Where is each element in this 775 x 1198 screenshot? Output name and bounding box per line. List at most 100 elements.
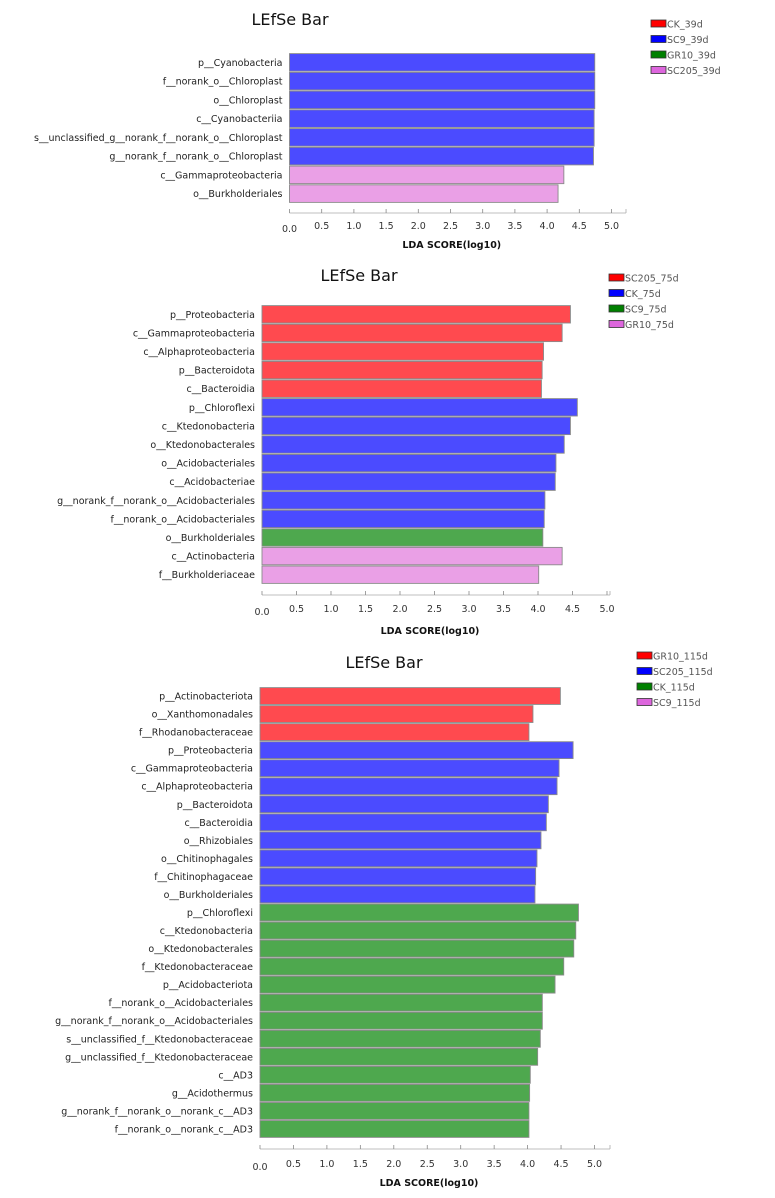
bar-label: c__AD3 [218,1070,253,1081]
bar [261,416,571,436]
bar [259,903,579,922]
x-tick-label: 1.0 [319,1159,334,1170]
bar-label: f__norank_o__Chloroplast [163,77,283,88]
bar-label: g__norank_f__norank_o__Chloroplast [109,152,282,163]
bar [259,885,536,904]
x-tick-label: 3.0 [453,1159,468,1170]
x-tick-label: 5.0 [599,604,614,615]
bar [261,528,544,547]
bar-label: o__Rhizobiales [184,836,253,847]
bar [259,849,538,868]
legend-label: CK_39d [667,20,703,31]
legend-label: GR10_75d [625,320,674,331]
bar [261,323,563,343]
x-tick-label: 2.0 [386,1159,401,1170]
bar-label: p__Proteobacteria [168,746,253,757]
legend-swatch [636,698,653,706]
x-tick-label: 0.0 [282,224,297,235]
legend-label: SC205_39d [667,66,721,77]
bar [261,453,557,473]
bar [289,90,596,110]
legend-swatch [608,273,625,282]
bar-label: o__Burkholderiales [164,890,253,901]
bar [289,53,596,72]
legend-swatch [636,667,653,675]
bar-label: o__Chitinophagales [161,854,253,865]
bar [261,360,543,380]
bar-label: p__Actinobacteriota [159,692,253,703]
chart-title: LEfSe Bar [251,10,329,29]
bar [259,957,565,976]
x-tick-label: 2.5 [443,221,458,232]
bar-label: o__Acidobacteriales [161,459,255,470]
x-tick-label: 1.5 [379,221,394,232]
x-tick-label: 2.0 [411,221,426,232]
bar [259,687,561,705]
x-axis-label: LDA SCORE(log10) [380,1178,479,1189]
x-tick-label: 3.0 [475,221,490,232]
bar-label: f__norank_o__Acidobacteriales [109,998,254,1009]
bar [259,975,556,994]
bar [259,813,547,832]
x-tick-label: 2.0 [392,604,407,615]
legend-swatch [608,304,625,313]
x-tick-label: 2.5 [420,1159,435,1170]
bar [259,1065,531,1084]
bar [259,939,575,958]
bar [289,71,596,91]
bar-label: g__norank_f__norank_o__Acidobacteriales [57,496,255,507]
bar-label: c__Alphaproteobacteria [143,347,255,358]
x-tick-label: 0.0 [252,1162,267,1173]
legend-swatch [650,66,667,74]
x-tick-label: 3.5 [496,604,511,615]
bar-label: f__Rhodanobacteraceae [139,728,253,739]
bar [261,546,563,566]
bar [259,777,558,796]
chart-title: LEfSe Bar [320,266,398,285]
bar-label: c__Cyanobacteriia [196,114,282,125]
x-tick-label: 5.0 [587,1159,602,1170]
x-tick-label: 0.5 [289,604,304,615]
bar-label: c__Actinobacteria [172,552,256,563]
legend-swatch [636,682,653,691]
x-axis-label: LDA SCORE(log10) [381,626,480,637]
x-tick-label: 2.5 [427,604,442,615]
bar [259,759,560,778]
x-tick-label: 0.0 [254,607,269,618]
bar-label: c__Gammaproteobacteria [131,764,253,775]
bar-label: f__Chitinophagaceae [154,872,253,883]
bar [259,831,542,850]
bar [259,1120,530,1138]
legend-swatch [650,35,667,43]
legend-label: CK_75d [625,289,661,300]
bar-label: c__Ktedonobacteria [160,926,253,937]
bar [261,342,544,361]
bar [259,867,537,886]
bar [261,435,565,454]
x-tick-label: 4.5 [572,221,587,232]
legend-swatch [608,320,625,328]
legend-label: CK_115d [653,683,695,694]
bar-label: g__unclassified_f__Ktedonobacteraceae [65,1052,253,1063]
bar [259,1047,539,1066]
x-tick-label: 0.5 [314,221,329,232]
bar [259,921,577,940]
bar-label: c__Bacteroidia [187,384,256,395]
bar-label: o__Ktedonobacterales [148,944,253,955]
x-tick-label: 4.5 [553,1159,568,1170]
bar [259,795,549,814]
bar-label: g__norank_f__norank_o__Acidobacteriales [55,1016,253,1027]
bar [259,993,543,1012]
bar [259,1029,541,1048]
bar [289,184,559,203]
bar [289,128,595,147]
bar-label: c__Bacteroidia [185,818,254,829]
legend-swatch [650,19,667,28]
x-tick-label: 3.5 [487,1159,502,1170]
chart-title: LEfSe Bar [345,653,423,672]
legend-label: SC9_115d [653,698,701,709]
bar-label: g__Acidothermus [172,1088,253,1099]
bar-label: s__unclassified_f__Ktedonobacteraceae [66,1034,253,1045]
bar-label: f__norank_o__norank_c__AD3 [115,1124,253,1135]
bar [259,1102,530,1120]
